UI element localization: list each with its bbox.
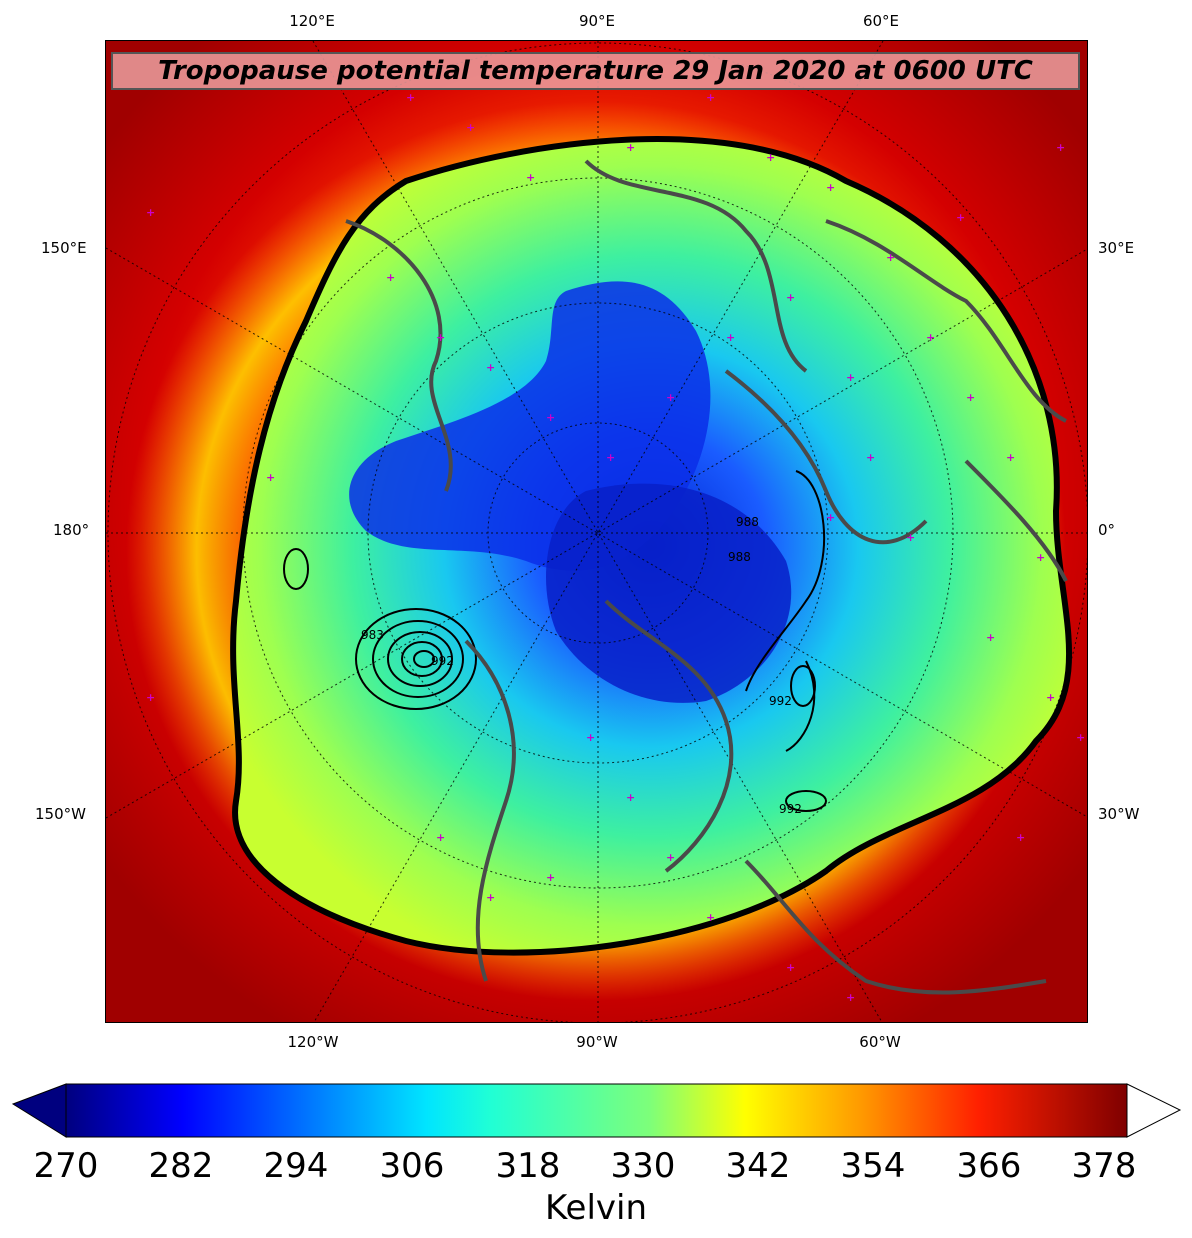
lat-label-150e: 150°E [41, 239, 87, 257]
svg-text:+: + [486, 891, 495, 904]
svg-text:+: + [626, 791, 635, 804]
colorbar-tick: 282 [148, 1146, 214, 1186]
colorbar-tick: 366 [956, 1146, 1022, 1186]
svg-text:+: + [626, 141, 635, 154]
svg-text:+: + [666, 851, 675, 864]
svg-text:+: + [926, 331, 935, 344]
colorbar-tick: 330 [610, 1146, 676, 1186]
svg-text:+: + [546, 871, 555, 884]
svg-text:+: + [466, 121, 475, 134]
svg-text:+: + [1046, 691, 1055, 704]
colorbar-tick: 270 [33, 1146, 99, 1186]
svg-text:+: + [786, 961, 795, 974]
svg-text:+: + [956, 211, 965, 224]
colorbar-tick: 342 [725, 1146, 791, 1186]
svg-text:+: + [886, 251, 895, 264]
svg-text:+: + [666, 391, 675, 404]
svg-text:+: + [266, 471, 275, 484]
svg-text:+: + [1016, 831, 1025, 844]
cold-lobe-center [546, 483, 792, 703]
graticule [106, 41, 1087, 1022]
svg-text:+: + [146, 691, 155, 704]
svg-text:+: + [546, 411, 555, 424]
lat-label-180: 180° [53, 521, 90, 539]
lon-label-90e: 90°E [578, 12, 616, 30]
svg-text:+: + [146, 206, 155, 219]
contour-label: 988 [728, 550, 751, 564]
svg-text:+: + [826, 511, 835, 524]
svg-text:+: + [986, 631, 995, 644]
contour-labels: 983 992 992 992 988 988 [361, 515, 802, 816]
pressure-contours [283, 470, 827, 812]
svg-text:+: + [726, 331, 735, 344]
svg-text:+: + [706, 91, 715, 104]
svg-text:+: + [436, 331, 445, 344]
svg-text:+: + [1006, 451, 1015, 464]
svg-text:+: + [436, 831, 445, 844]
colorbar-extend-min [11, 1083, 67, 1138]
svg-text:+: + [966, 391, 975, 404]
colorbar-tick: 294 [263, 1146, 329, 1186]
svg-text:+: + [826, 181, 835, 194]
svg-text:+: + [586, 731, 595, 744]
map-title: Tropopause potential temperature 29 Jan … [111, 52, 1080, 90]
svg-text:+: + [606, 451, 615, 464]
colorbar-gradient [65, 1083, 1128, 1138]
lat-label-30w: 30°W [1098, 805, 1140, 823]
svg-text:+: + [706, 911, 715, 924]
colorbar-extend-max [1126, 1083, 1182, 1138]
svg-text:+: + [866, 451, 875, 464]
lon-label-60w: 60°W [859, 1033, 901, 1051]
svg-text:+: + [846, 371, 855, 384]
svg-text:+: + [406, 91, 415, 104]
svg-text:+: + [846, 991, 855, 1004]
colorbar-tick: 306 [379, 1146, 445, 1186]
lon-label-120e: 120°E [289, 12, 335, 30]
lon-label-90w: 90°W [576, 1033, 618, 1051]
colorbar-tick: 378 [1071, 1146, 1137, 1186]
lon-label-120w: 120°W [287, 1033, 339, 1051]
contour-label: 992 [431, 654, 454, 668]
svg-text:+: + [1076, 731, 1085, 744]
contour-label: 988 [736, 515, 759, 529]
lat-label-150w: 150°W [35, 805, 86, 823]
colorbar [11, 1083, 1182, 1138]
lon-label-60e: 60°E [862, 12, 900, 30]
lat-label-0: 0° [1098, 521, 1116, 539]
contour-label: 992 [769, 694, 792, 708]
contour-label: 983 [361, 628, 384, 642]
polar-map: 983 992 992 992 988 988 [106, 41, 1087, 1022]
svg-text:+: + [526, 171, 535, 184]
coastlines [345, 159, 1068, 995]
station-markers: +++ +++ +++ +++ +++ +++ +++ +++ +++ +++ … [146, 91, 1085, 1004]
svg-text:+: + [486, 361, 495, 374]
colorbar-tick: 318 [495, 1146, 561, 1186]
map-panel: 983 992 992 992 988 988 [105, 40, 1088, 1023]
svg-text:+: + [906, 531, 915, 544]
svg-text:+: + [1056, 141, 1065, 154]
svg-text:+: + [786, 291, 795, 304]
svg-text:+: + [386, 271, 395, 284]
svg-text:+: + [766, 151, 775, 164]
colorbar-units-label: Kelvin [544, 1188, 648, 1228]
lat-label-30e: 30°E [1098, 239, 1135, 257]
svg-text:+: + [1036, 551, 1045, 564]
colorbar-tick: 354 [840, 1146, 906, 1186]
contour-label: 992 [779, 802, 802, 816]
